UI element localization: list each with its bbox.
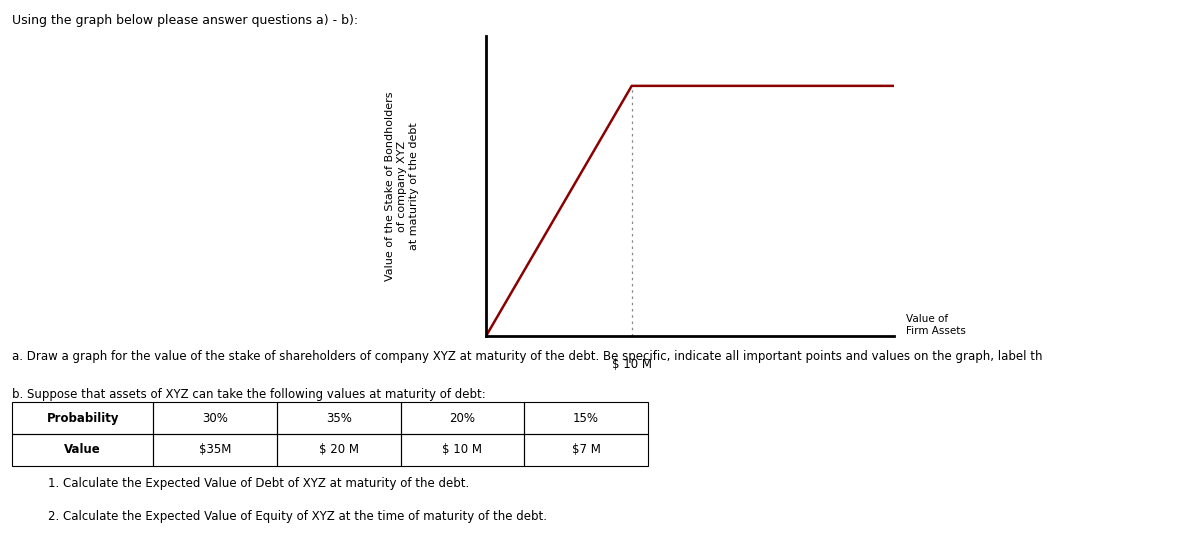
- Text: Value of the Stake of Bondholders
of company XYZ
at maturity of the debt: Value of the Stake of Bondholders of com…: [385, 91, 419, 280]
- Bar: [401, 402, 524, 434]
- Text: 2. Calculate the Expected Value of Equity of XYZ at the time of maturity of the : 2. Calculate the Expected Value of Equit…: [48, 510, 547, 523]
- Text: 35%: 35%: [326, 412, 352, 425]
- Text: 20%: 20%: [450, 412, 475, 425]
- Bar: [277, 402, 401, 434]
- Text: Value of
Firm Assets: Value of Firm Assets: [906, 314, 966, 336]
- Bar: [154, 434, 277, 466]
- Bar: [12, 434, 154, 466]
- Bar: [277, 434, 401, 466]
- Text: $7 M: $7 M: [571, 443, 601, 456]
- Text: Using the graph below please answer questions a) - b):: Using the graph below please answer ques…: [12, 14, 358, 27]
- Text: a. Draw a graph for the value of the stake of shareholders of company XYZ at mat: a. Draw a graph for the value of the sta…: [12, 350, 1043, 363]
- Bar: [524, 402, 648, 434]
- Text: 1. Calculate the Expected Value of Debt of XYZ at maturity of the debt.: 1. Calculate the Expected Value of Debt …: [48, 477, 469, 490]
- Text: $ 10 M: $ 10 M: [443, 443, 482, 456]
- Bar: [524, 434, 648, 466]
- Text: 30%: 30%: [203, 412, 228, 425]
- Text: Probability: Probability: [47, 412, 119, 425]
- Text: $35M: $35M: [199, 443, 232, 456]
- Text: b. Suppose that assets of XYZ can take the following values at maturity of debt:: b. Suppose that assets of XYZ can take t…: [12, 388, 486, 402]
- Text: $ 20 M: $ 20 M: [319, 443, 359, 456]
- Text: 15%: 15%: [574, 412, 599, 425]
- Bar: [12, 402, 154, 434]
- Bar: [401, 434, 524, 466]
- Text: Value: Value: [65, 443, 101, 456]
- Text: $ 10 M: $ 10 M: [612, 358, 652, 371]
- Bar: [154, 402, 277, 434]
